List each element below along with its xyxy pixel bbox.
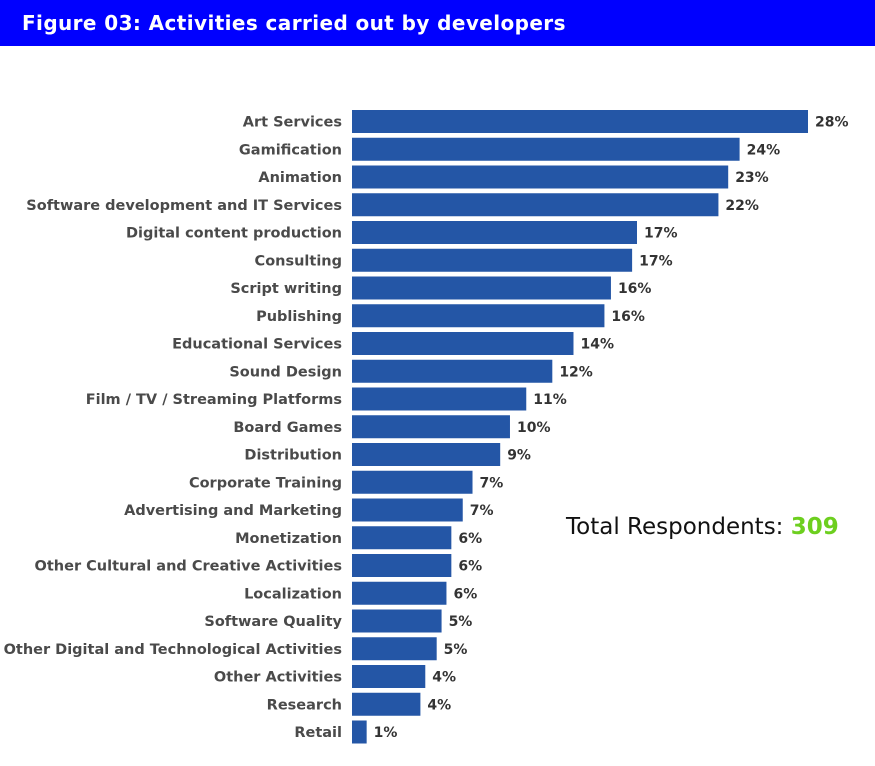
total-respondents: Total Respondents: 309: [566, 514, 839, 540]
bar: [352, 498, 463, 522]
bar: [352, 276, 611, 300]
value-label: 5%: [444, 642, 468, 658]
bar: [352, 609, 442, 633]
bar: [352, 221, 637, 244]
value-label: 16%: [611, 309, 645, 325]
category-label: Corporate Training: [189, 475, 342, 491]
figure-title-bar: Figure 03: Activities carried out by dev…: [0, 0, 875, 46]
category-label: Sound Design: [229, 364, 342, 380]
value-label: 11%: [533, 392, 567, 408]
category-label: Other Activities: [214, 670, 342, 686]
value-label: 9%: [507, 448, 531, 464]
value-label: 17%: [644, 226, 678, 242]
category-label: Script writing: [230, 281, 342, 297]
value-label: 28%: [815, 115, 849, 131]
bar: [352, 637, 437, 661]
category-label: Other Digital and Technological Activiti…: [4, 642, 342, 658]
category-label: Educational Services: [172, 337, 342, 353]
value-label: 6%: [458, 531, 482, 547]
bar: [352, 415, 510, 439]
value-label: 22%: [725, 198, 759, 214]
category-label: Advertising and Marketing: [124, 503, 342, 519]
value-label: 7%: [470, 503, 494, 519]
category-label: Localization: [244, 586, 342, 602]
value-label: 4%: [432, 670, 456, 686]
value-label: 6%: [458, 559, 482, 575]
value-label: 14%: [580, 337, 614, 353]
bar: [352, 110, 808, 133]
category-label: Gamification: [239, 142, 342, 158]
category-label: Consulting: [255, 253, 342, 269]
category-label: Distribution: [244, 448, 342, 464]
value-label: 1%: [374, 725, 398, 741]
category-label: Board Games: [233, 420, 342, 436]
value-label: 10%: [517, 420, 551, 436]
bar: [352, 137, 740, 161]
value-label: 17%: [639, 253, 673, 269]
value-labels-group: 28%24%23%22%17%17%16%16%14%12%11%10%9%7%…: [374, 115, 849, 742]
category-label: Film / TV / Streaming Platforms: [86, 392, 342, 408]
category-label: Publishing: [256, 309, 342, 325]
bar: [352, 692, 421, 716]
value-label: 4%: [427, 697, 451, 713]
bars-group: [352, 110, 808, 744]
value-label: 16%: [618, 281, 652, 297]
category-label: Other Cultural and Creative Activities: [35, 559, 342, 575]
category-label: Retail: [294, 725, 342, 741]
bar: [352, 470, 473, 494]
bar: [352, 165, 729, 189]
category-label: Research: [267, 697, 342, 713]
bar: [352, 443, 501, 466]
bar: [352, 304, 605, 328]
value-label: 6%: [453, 586, 477, 602]
bar: [352, 665, 426, 688]
category-label: Software development and IT Services: [26, 198, 342, 214]
category-labels-group: Art Services Gamification Animation Softwar…: [4, 115, 343, 742]
value-label: 23%: [735, 170, 769, 186]
bar: [352, 193, 719, 217]
bar: [352, 554, 452, 577]
category-label: Digital content production: [126, 226, 342, 242]
value-label: 12%: [559, 364, 593, 380]
bar: [352, 581, 447, 605]
category-label: Art Services: [243, 115, 342, 131]
bar: [352, 526, 452, 550]
category-label: Animation: [258, 170, 342, 186]
bar: [352, 332, 574, 355]
figure-title: Figure 03: Activities carried out by dev…: [22, 11, 566, 35]
total-respondents-label: Total Respondents:: [566, 514, 784, 540]
bar: [352, 720, 367, 744]
value-label: 5%: [449, 614, 473, 630]
bar: [352, 248, 633, 272]
bar: [352, 359, 553, 383]
category-label: Software Quality: [204, 614, 342, 630]
category-label: Monetization: [235, 531, 342, 547]
value-label: 24%: [747, 142, 781, 158]
bar: [352, 387, 527, 411]
total-respondents-value: 309: [790, 514, 839, 540]
value-label: 7%: [480, 475, 504, 491]
